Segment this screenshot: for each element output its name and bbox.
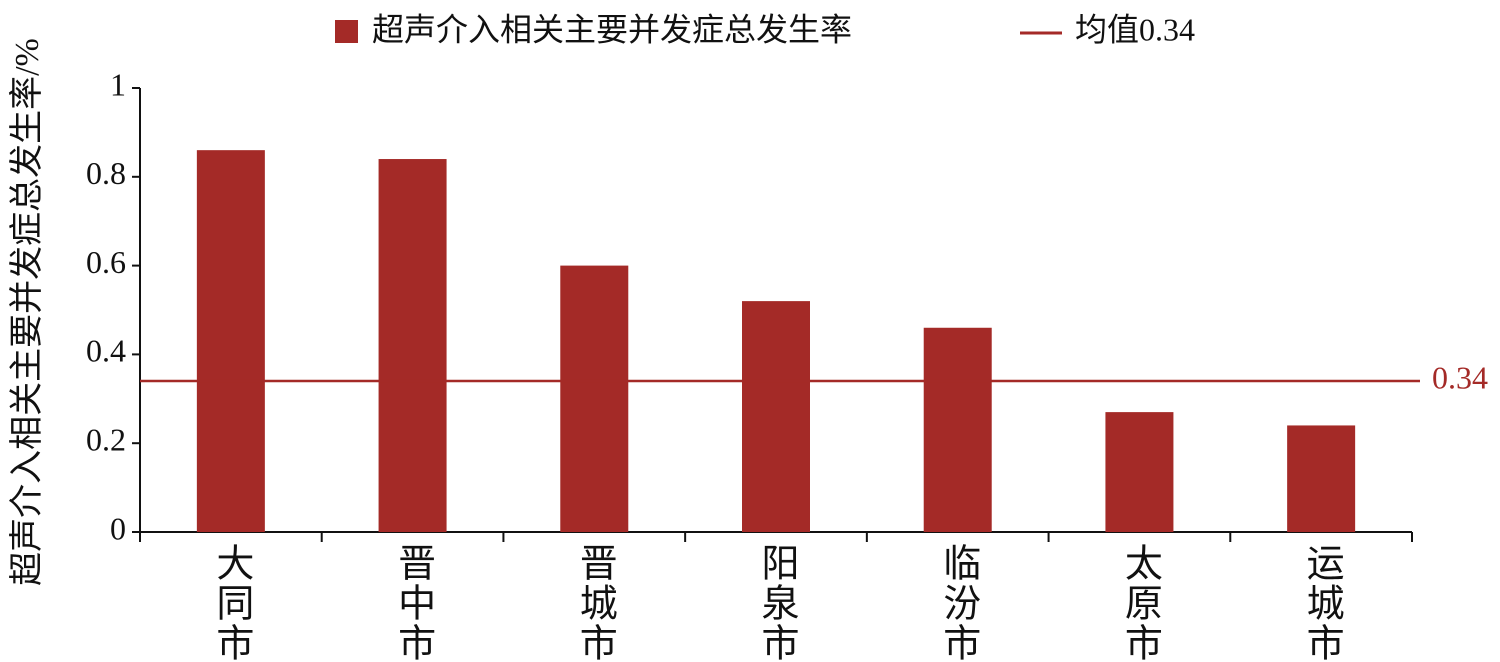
x-tick-label: 晋城市 [573, 543, 616, 662]
x-tick-label: 晋中市 [392, 543, 435, 662]
legend-label: 均值0.34 [1075, 11, 1195, 47]
y-tick-label: 1 [110, 66, 126, 102]
legend-swatch [335, 20, 358, 43]
bar [196, 150, 265, 532]
bar [560, 265, 629, 532]
reference-label: 0.34 [1432, 359, 1488, 395]
y-axis-label: 超声介入相关主要并发症总发生率/% [8, 38, 46, 586]
x-tick-label: 临汾市 [937, 543, 980, 662]
y-tick-label: 0.4 [86, 333, 126, 369]
y-tick-label: 0.2 [86, 422, 126, 458]
bar [923, 327, 992, 532]
x-tick-label: 运城市 [1300, 543, 1343, 662]
x-tick-label: 大同市 [210, 543, 253, 662]
x-tick-label: 太原市 [1118, 543, 1161, 662]
bar [1105, 412, 1174, 532]
bar [1287, 425, 1356, 532]
bar [742, 301, 810, 532]
legend-label: 超声介入相关主要并发症总发生率 [372, 11, 852, 47]
bar [378, 159, 447, 533]
x-tick-label: 阳泉市 [755, 543, 798, 662]
y-tick-label: 0 [110, 510, 126, 546]
y-tick-label: 0.8 [86, 155, 126, 191]
y-tick-label: 0.6 [86, 244, 126, 280]
